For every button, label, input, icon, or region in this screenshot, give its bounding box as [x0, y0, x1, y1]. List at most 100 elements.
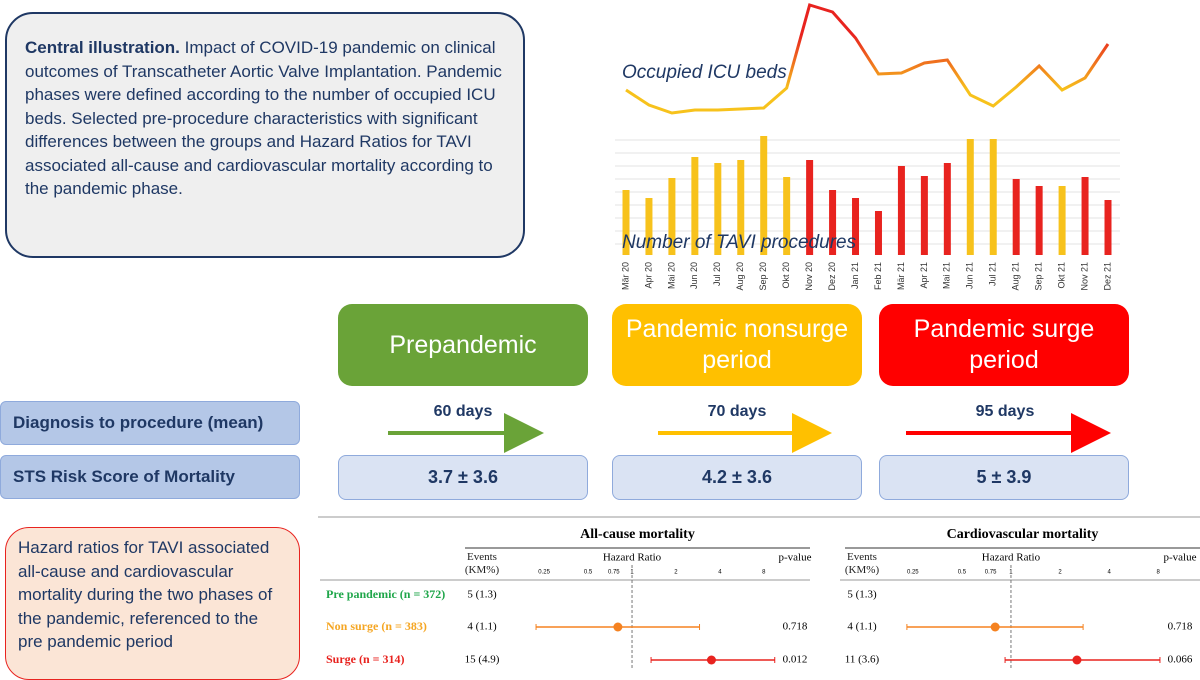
bar [1104, 200, 1112, 255]
bar [829, 190, 837, 255]
bar [668, 178, 676, 255]
p-value: 0.718 [1168, 621, 1193, 633]
x-tick-label: 0.75 [608, 570, 620, 576]
x-tick-label: Jun 21 [965, 262, 975, 289]
x-tick-label: Apr 20 [643, 262, 653, 289]
row-label: Pre pandemic (n = 372) [326, 587, 445, 601]
row-label: Non surge (n = 383) [326, 619, 427, 633]
x-tick-label: 8 [762, 570, 766, 576]
events: 11 (3.6) [845, 654, 880, 666]
hr-point [1072, 655, 1082, 665]
bar [989, 139, 997, 255]
p-value: 0.718 [783, 621, 808, 633]
row-label: STS Risk Score of Mortality [0, 455, 300, 499]
events: 4 (1.1) [467, 621, 497, 633]
bar [852, 198, 860, 255]
line [625, 3, 1110, 115]
hr-point [613, 622, 623, 632]
hr-point [990, 622, 1000, 632]
sts-value: 3.7 ± 3.6 [338, 455, 588, 500]
x-tick-label: Mai 21 [942, 262, 952, 289]
x-tick-label: Dez 21 [1102, 262, 1112, 291]
bar [966, 139, 974, 255]
phase-box: Pandemic nonsurge period [612, 304, 862, 386]
x-tick-label: 0.25 [907, 570, 919, 576]
x-tick-label: Dez 20 [827, 262, 837, 291]
x-tick-label: Okt 20 [781, 262, 791, 289]
caption: Central illustration. Impact of COVID-19… [5, 12, 525, 258]
days-value: 60 days [433, 403, 493, 420]
days-value: 95 days [975, 403, 1035, 420]
x-tick-label: Jul 20 [712, 262, 722, 286]
x-tick-label: 8 [1157, 570, 1161, 576]
sts-value: 5 ± 3.9 [879, 455, 1129, 500]
bar [943, 163, 951, 255]
x-tick-label: 4 [1107, 570, 1111, 576]
p-value: 0.012 [783, 654, 808, 666]
forest-title: Cardiovascular mortality [947, 527, 1099, 542]
column-header: p-value [779, 552, 812, 564]
bar [691, 157, 699, 255]
bar [1035, 186, 1043, 255]
x-tick-label: Jan 21 [850, 262, 860, 289]
x-tick-label: 2 [1058, 570, 1062, 576]
x-tick-label: Jul 21 [988, 262, 998, 286]
x-tick-label: 4 [718, 570, 722, 576]
sts-value: 4.2 ± 3.6 [612, 455, 862, 500]
x-tick-label: Apr 21 [919, 262, 929, 289]
x-tick-label: 0.5 [584, 570, 593, 576]
column-header: p-value [1164, 552, 1197, 564]
days-value: 70 days [707, 403, 767, 420]
x-tick-label: Jun 20 [689, 262, 699, 289]
bar [897, 166, 905, 255]
column-header: Events (KM%) [464, 551, 500, 576]
bar [1081, 177, 1089, 255]
x-tick-label: 0.5 [958, 570, 967, 576]
x-tick-label: Aug 21 [1011, 262, 1021, 291]
bar [714, 163, 722, 255]
x-tick-label: 2 [674, 570, 678, 576]
x-tick-label: Aug 20 [735, 262, 745, 291]
x-tick-label: Feb 21 [873, 262, 883, 290]
events: 15 (4.9) [465, 654, 500, 666]
events: 4 (1.1) [847, 621, 877, 633]
x-tick-label: Mär 20 [620, 262, 630, 290]
bar [1012, 179, 1020, 255]
row-label: Surge (n = 314) [326, 652, 405, 666]
series-label: Number of TAVI procedures [622, 232, 857, 253]
x-tick-label: Sep 21 [1034, 262, 1044, 291]
x-tick-label: Mär 21 [896, 262, 906, 290]
column-header: Events (KM%) [844, 551, 880, 576]
bar [645, 198, 653, 255]
bar [760, 136, 768, 255]
forest-title: All-cause mortality [580, 527, 695, 542]
x-tick-label: Sep 20 [758, 262, 768, 291]
x-tick-label: 0.25 [538, 570, 550, 576]
events: 5 (1.3) [847, 589, 877, 601]
events: 5 (1.3) [467, 589, 497, 601]
x-tick-label: Nov 21 [1079, 262, 1089, 291]
x-tick-label: Okt 21 [1056, 262, 1066, 289]
column-header: Hazard Ratio [603, 552, 662, 564]
caption-lead: Central illustration. [25, 38, 180, 57]
caption-text: Impact of COVID-19 pandemic on clinical … [25, 38, 502, 198]
hr-point [706, 655, 716, 665]
series-label: Occupied ICU beds [622, 62, 787, 83]
phase-box: Prepandemic [338, 304, 588, 386]
bar [783, 177, 791, 255]
bar [874, 211, 882, 255]
bar [1058, 186, 1066, 255]
x-tick-label: Mai 20 [666, 262, 676, 289]
bar [806, 160, 814, 255]
bar [737, 160, 745, 255]
bar [920, 176, 928, 255]
x-tick-label: 0.75 [985, 570, 997, 576]
hazard-note: Hazard ratios for TAVI associated all-ca… [5, 527, 300, 680]
x-tick-label: Nov 20 [804, 262, 814, 291]
column-header: Hazard Ratio [982, 552, 1041, 564]
p-value: 0.066 [1168, 654, 1193, 666]
bar [622, 190, 630, 255]
phase-box: Pandemic surge period [879, 304, 1129, 386]
